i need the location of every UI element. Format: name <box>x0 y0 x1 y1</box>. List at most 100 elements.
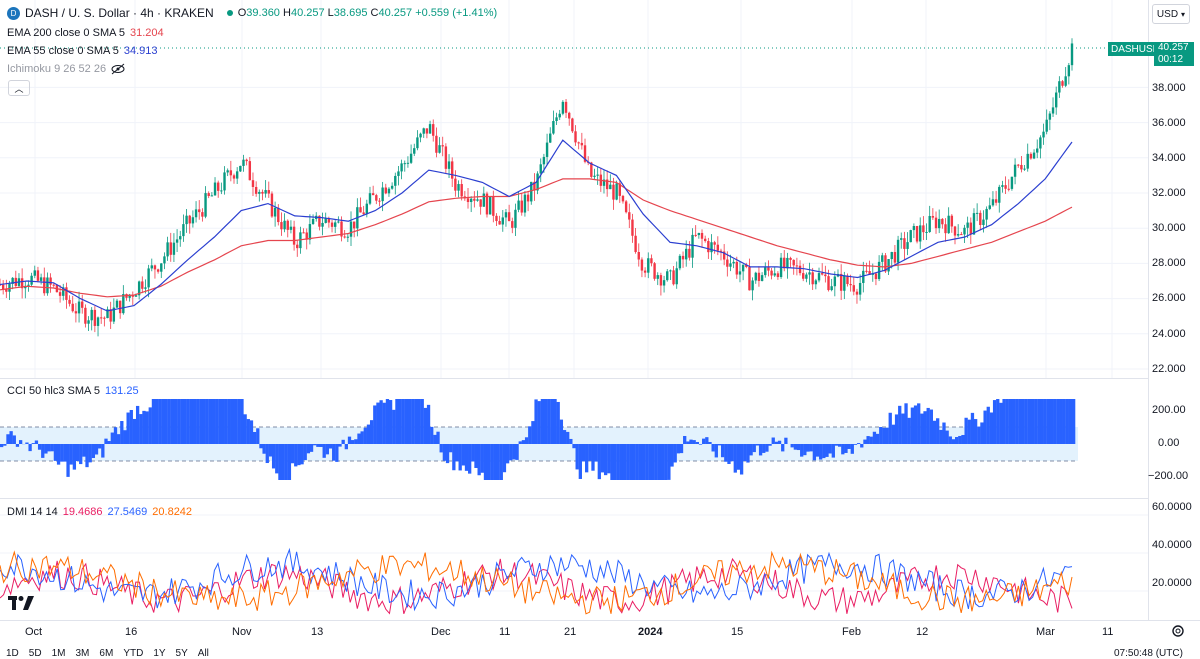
cci-pane[interactable] <box>0 379 1148 498</box>
market-status-icon <box>227 10 233 16</box>
range-button-ytd[interactable]: YTD <box>123 648 143 659</box>
candle-body <box>103 318 105 319</box>
symbol-title[interactable]: DASH / U. S. Dollar · 4h · KRAKEN <box>25 6 214 20</box>
cci-bar <box>632 444 635 480</box>
cci-bar <box>237 399 240 444</box>
cci-bar <box>1047 399 1050 444</box>
collapse-legend-button[interactable]: ︿ <box>8 80 30 96</box>
cci-bar <box>746 444 749 463</box>
cci-bar <box>636 444 639 480</box>
cci-bar <box>920 414 923 444</box>
currency-dropdown[interactable]: USD▾ <box>1152 4 1190 24</box>
candle-body <box>859 283 861 295</box>
cci-bar <box>999 403 1002 444</box>
candle-body <box>261 192 263 194</box>
ema55-legend[interactable]: EMA 55 close 0 SMA 5 34.913 <box>7 45 158 57</box>
candle-body <box>644 271 646 273</box>
cci-bar <box>661 444 664 480</box>
candle-body <box>239 166 241 171</box>
tradingview-logo-icon[interactable] <box>8 596 34 610</box>
cci-histogram <box>0 399 1075 480</box>
cci-bar <box>370 420 373 444</box>
eye-hidden-icon[interactable] <box>111 63 125 75</box>
candle-body <box>786 258 788 268</box>
range-button-1d[interactable]: 1D <box>6 648 19 659</box>
cci-bar <box>367 425 370 444</box>
candle-body <box>514 210 516 228</box>
cci-bar <box>351 440 354 444</box>
candle-body <box>72 304 74 311</box>
cci-bar <box>1015 399 1018 444</box>
cci-bar <box>187 399 190 444</box>
candle-body <box>8 284 10 292</box>
date-range-bar[interactable]: 1D 5D 1M 3M 6M YTD 1Y 5Y All <box>6 648 209 659</box>
cci-bar <box>506 444 509 463</box>
candle-body <box>182 224 184 236</box>
cci-bar <box>348 437 351 444</box>
cci-legend[interactable]: CCI 50 hlc3 SMA 5 131.25 <box>7 385 139 397</box>
candle-body <box>916 226 918 241</box>
range-button-1m[interactable]: 1M <box>52 648 66 659</box>
candle-body <box>1064 76 1066 85</box>
candle-body <box>1020 165 1022 169</box>
candle-body <box>220 190 222 191</box>
candle-body <box>521 201 523 213</box>
cci-bar <box>335 444 338 462</box>
cci-bar <box>557 402 560 444</box>
cci-bar <box>547 399 550 444</box>
cci-bar <box>753 444 756 452</box>
cci-bar <box>595 444 598 462</box>
cci-bar <box>383 403 386 444</box>
candle-body <box>274 208 276 217</box>
candle-body <box>679 256 681 268</box>
candle-body <box>596 175 598 176</box>
ichimoku-legend[interactable]: Ichimoku 9 26 52 26 <box>7 63 125 75</box>
candle-body <box>941 219 943 224</box>
candle-body <box>426 128 428 133</box>
cci-bar <box>528 426 531 444</box>
settings-gear-icon[interactable] <box>1170 623 1186 639</box>
candle-body <box>378 201 380 202</box>
range-button-3m[interactable]: 3M <box>76 648 90 659</box>
symbol-legend[interactable]: D DASH / U. S. Dollar · 4h · KRAKEN O39.… <box>7 6 497 20</box>
price-pane[interactable] <box>0 0 1148 378</box>
candle-body <box>625 201 627 212</box>
ema200-legend[interactable]: EMA 200 close 0 SMA 5 31.204 <box>7 27 164 39</box>
cci-bar <box>772 438 775 444</box>
cci-bar <box>885 428 888 444</box>
cci-bar <box>737 444 740 470</box>
price-tick: 32.000 <box>1152 187 1186 199</box>
cci-bar <box>775 442 778 444</box>
candle-body <box>413 148 415 154</box>
range-button-6m[interactable]: 6M <box>99 648 113 659</box>
cci-bar <box>512 444 515 459</box>
cci-bar <box>655 444 658 480</box>
cci-bar <box>389 400 392 444</box>
range-button-1y[interactable]: 1Y <box>153 648 165 659</box>
candle-body <box>343 236 345 237</box>
cci-bar <box>1040 399 1043 444</box>
range-button-all[interactable]: All <box>198 648 209 659</box>
cci-bar <box>816 444 819 457</box>
cci-bar <box>680 444 683 453</box>
cci-bar <box>202 399 205 444</box>
cci-bar <box>212 399 215 444</box>
price-tick: 28.000 <box>1152 257 1186 269</box>
range-button-5d[interactable]: 5D <box>29 648 42 659</box>
cci-bar <box>588 444 591 461</box>
candle-body <box>761 275 763 281</box>
cci-bar <box>765 444 768 452</box>
cci-bar <box>503 444 506 472</box>
candle-body <box>391 186 393 189</box>
cci-bar <box>51 444 54 451</box>
candle-body <box>650 258 652 263</box>
candle-body <box>185 216 187 224</box>
cci-bar <box>285 444 288 480</box>
candle-body <box>966 223 968 228</box>
price-tick: 24.000 <box>1152 328 1186 340</box>
range-button-5y[interactable]: 5Y <box>176 648 188 659</box>
candle-body <box>1011 177 1013 189</box>
dmi-legend[interactable]: DMI 14 14 19.4686 27.5469 20.8242 <box>7 506 192 518</box>
cci-bar <box>417 399 420 444</box>
clock: 07:50:48 (UTC) <box>1114 648 1183 659</box>
